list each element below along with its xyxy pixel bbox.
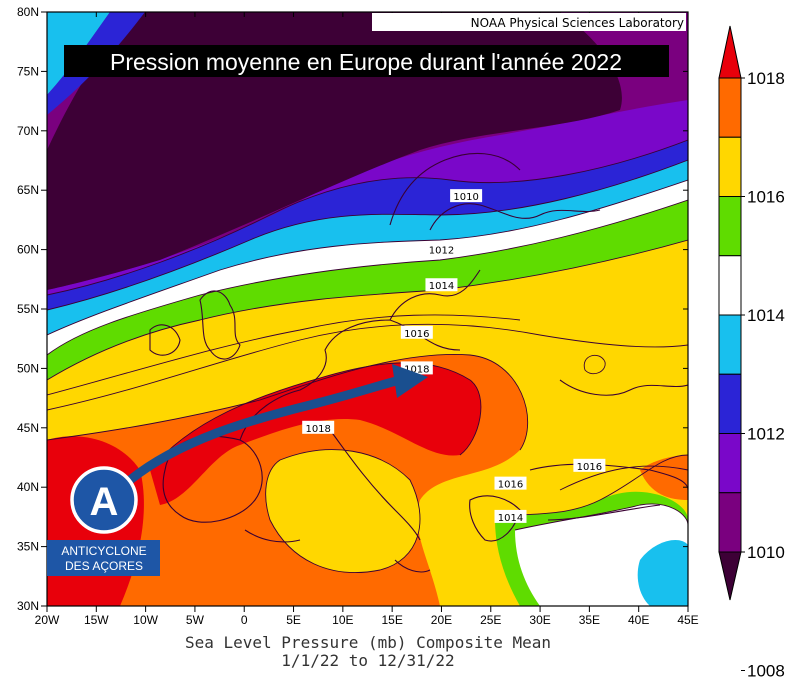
colorbar-segment <box>718 77 742 138</box>
contour-label-bg <box>573 458 606 472</box>
anticyclone-label-line2: DES AÇORES <box>65 559 143 573</box>
longitude-axis: 20W 15W 10W 5W 0 5E 10E 15E 20E 25E 30E 35E 40E 45E <box>35 12 699 627</box>
contour-labels: 1010 1012 1014 1016 1018 1018 1016 1016 1014 <box>302 189 606 524</box>
lon-tick-label: 20E <box>431 613 452 627</box>
contour-label: 1010 <box>453 192 478 203</box>
lon-tick-label: 10W <box>133 613 158 627</box>
contour-label: 1016 <box>498 480 523 491</box>
title-box <box>64 45 669 77</box>
lon-tick-label: 35E <box>579 613 600 627</box>
colorbar-tick-label: 1012 <box>747 425 785 444</box>
high-pressure-arrow <box>125 364 428 485</box>
contour-label: 1014 <box>429 281 454 292</box>
colorbar-tick-label: 1014 <box>747 306 785 325</box>
credit-box <box>372 13 686 31</box>
lat-tick-label: 40N <box>17 480 39 494</box>
colorbar-segment <box>718 196 742 257</box>
colorbar-segment <box>718 136 742 197</box>
colorbar-segment <box>718 433 742 494</box>
lat-tick-label: 30N <box>17 599 39 613</box>
contour-label: 1018 <box>305 424 330 435</box>
contour-label-bg <box>400 325 433 339</box>
lon-tick-label: 0 <box>241 613 248 627</box>
lat-tick-label: 75N <box>17 64 39 78</box>
colorbar-tick-label: 1010 <box>747 543 785 562</box>
lat-tick-label: 80N <box>17 5 39 19</box>
colorbar: 1018 1016 1014 1012 1010 1008 <box>718 25 785 681</box>
contour-label: 1016 <box>404 329 429 340</box>
anticyclone-label-line1: ANTICYCLONE <box>61 544 146 558</box>
contour-label: 1018 <box>404 364 429 375</box>
lon-tick-label: 45E <box>677 613 698 627</box>
lon-tick-label: 30E <box>529 613 550 627</box>
contour-label-bg <box>425 242 458 256</box>
contour-label: 1014 <box>498 513 523 524</box>
lat-tick-label: 60N <box>17 243 39 257</box>
lon-tick-label: 25E <box>480 613 501 627</box>
lat-tick-label: 65N <box>17 183 39 197</box>
colorbar-tick-label: 1018 <box>747 69 785 88</box>
contour-label-bg <box>425 278 458 292</box>
colorbar-segment <box>718 255 742 316</box>
lat-tick-label: 70N <box>17 124 39 138</box>
map-title: Pression moyenne en Europe durant l'anné… <box>110 49 622 75</box>
colorbar-bottom-arrow <box>718 551 742 601</box>
colorbar-tick-label: 1016 <box>747 188 785 207</box>
contour-label-bg <box>302 420 335 434</box>
lon-tick-label: 20W <box>35 613 60 627</box>
contour-label: 1016 <box>577 462 602 473</box>
lon-tick-label: 5E <box>286 613 301 627</box>
lon-tick-label: 15E <box>381 613 402 627</box>
caption-line1: Sea Level Pressure (mb) Composite Mean <box>185 633 551 652</box>
colorbar-segment <box>718 314 742 375</box>
contour-label-bg <box>450 189 483 203</box>
lon-tick-label: 5W <box>186 613 205 627</box>
anticyclone-letter: A <box>90 480 119 524</box>
contour-label-bg <box>494 509 527 523</box>
colorbar-segment <box>718 492 742 553</box>
colorbar-tick-label: 1008 <box>747 662 785 681</box>
latitude-axis: 30N 35N 40N 45N 50N 55N 60N 65N 70N 75N 80N <box>17 5 688 613</box>
contour-label-bg <box>494 476 527 490</box>
lon-tick-label: 15W <box>84 613 109 627</box>
lat-tick-label: 55N <box>17 302 39 316</box>
colorbar-top-arrow <box>718 25 742 79</box>
lat-tick-label: 50N <box>17 361 39 375</box>
colorbar-segment <box>718 373 742 434</box>
anticyclone-marker: A ANTICYCLONE DES AÇORES <box>47 466 160 576</box>
lat-tick-label: 35N <box>17 540 39 554</box>
caption-line2: 1/1/22 to 12/31/22 <box>281 651 454 670</box>
lon-tick-label: 10E <box>332 613 353 627</box>
lat-tick-label: 45N <box>17 421 39 435</box>
lon-tick-label: 40E <box>628 613 649 627</box>
pressure-field <box>47 12 688 606</box>
contour-label: 1012 <box>429 246 454 257</box>
credit-text: NOAA Physical Sciences Laboratory <box>471 16 684 30</box>
